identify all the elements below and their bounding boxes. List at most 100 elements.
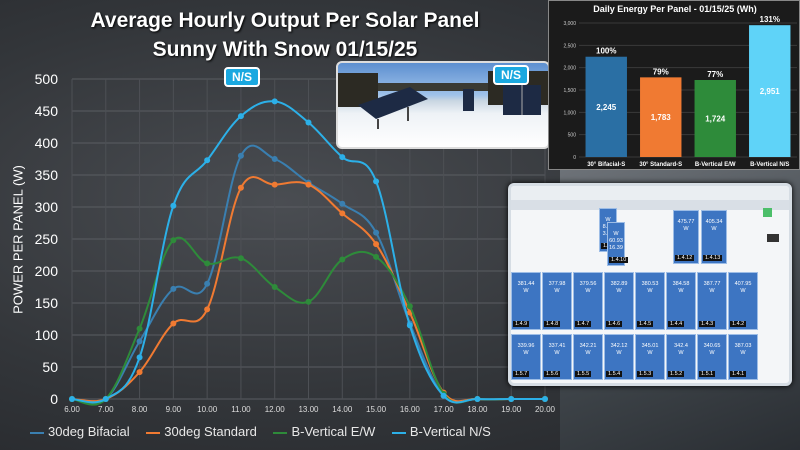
panel-id-label: 1.4.9 [513,321,530,327]
x-tick-label: 10.00 [197,405,218,414]
panel-id-label: 1.4.10 [609,257,629,263]
y-tick-label: 100 [35,327,59,343]
y-tick-label: 150 [35,295,59,311]
ns-annotation: N/S [224,67,261,87]
data-point [305,181,312,188]
data-label: 2,951 [760,87,781,96]
bar [585,56,627,158]
data-point [373,253,380,260]
panel-cell: 379.56 W [573,272,603,330]
x-tick-label: 12.00 [265,405,286,414]
data-point [271,98,278,105]
x-tick-label: 7.00 [98,405,114,414]
panel-cell: W 60.93 16.39 [607,222,625,266]
data-point [237,152,244,159]
panel-id-label: 1.4.5 [637,321,654,327]
installation-photo: N/S [336,61,550,149]
data-label: 1,783 [651,113,672,122]
panel-id-label: 1.5.6 [544,371,561,377]
panel-id-label: 1.4.13 [703,255,723,261]
y-tick-label: 400 [35,135,59,151]
panel-id-label: 1.4.3 [699,321,716,327]
category-label: B-Vertical E/W [695,162,736,168]
data-point [69,396,75,402]
data-point [204,280,211,287]
data-point [373,178,380,185]
y-tick-label: 50 [42,359,58,375]
data-point [237,255,244,262]
x-tick-label: 8.00 [132,405,148,414]
bar [749,25,791,158]
x-tick-label: 13.00 [298,405,319,414]
data-point [170,320,177,327]
data-point [102,396,109,402]
data-point [204,306,211,313]
panel-id-label: 1.4.8 [544,321,561,327]
panel-id-label: 1.5.7 [513,371,530,377]
legend-item: 30deg Standard [146,424,257,439]
data-point [237,113,244,120]
data-label: 2,245 [596,103,617,112]
monitoring-screenshot: W 8.62 3.421.4.11W 60.93 16.391.4.10475.… [508,183,792,386]
x-tick-label: 15.00 [366,405,387,414]
y-tick-label: 500 [35,71,59,87]
bar-chart-title: Daily Energy Per Panel - 01/15/25 (Wh) [593,4,757,14]
data-point [136,338,143,345]
panel-id-label: 1.4.7 [575,321,592,327]
data-point [373,229,380,236]
data-point [406,303,413,310]
panel-cell: 407.95 W [728,272,758,330]
panel-cell: 387.77 W [697,272,727,330]
data-point [170,202,177,209]
data-point [305,119,312,126]
y-tick-label: 350 [35,167,59,183]
panel-id-label: 1.4.1 [730,371,747,377]
panel-id-label: 1.5.4 [606,371,623,377]
data-point [305,298,312,305]
data-point [237,184,244,191]
panel-id-label: 1.4.12 [675,255,695,261]
chart-legend: 30deg Bifacial 30deg Standard B-Vertical… [30,424,504,439]
data-point [204,260,211,267]
legend-item: 30deg Bifacial [30,424,130,439]
y-tick-label: 0 [573,155,576,161]
percent-label: 77% [707,70,723,79]
y-tick-label: 2,000 [563,66,576,72]
panel-cell: 382.89 W [604,272,634,330]
panel-id-label: 1.5.2 [668,371,685,377]
x-tick-label: 11.00 [231,405,251,414]
x-tick-label: 17.00 [434,405,455,414]
x-tick-label: 9.00 [166,405,182,414]
y-tick-label: 300 [35,199,59,215]
data-point [339,200,346,207]
data-point [271,181,278,188]
category-label: 30° Standard-S [639,162,682,168]
y-tick-label: 1,500 [563,88,576,94]
y-tick-label: 250 [35,231,59,247]
bar-chart: 0 500 1,000 1,500 2,000 2,500 3,000 100% 2,245 30… [563,15,797,168]
panel-cell: 381.44 W [511,272,541,330]
data-point [440,392,447,399]
y-tick-label: 3,000 [563,21,576,27]
data-point [204,157,211,164]
panel-id-label: 1.4.4 [668,321,685,327]
photo-ns-tag: N/S [493,65,530,85]
panel-id-label: 1.4.2 [730,321,747,327]
panel-id-label: 1.4.6 [606,321,623,327]
data-point [170,285,177,292]
chart-subtitle: Sunny With Snow 01/15/25 [152,38,418,61]
y-tick-label: 450 [35,103,59,119]
percent-label: 100% [596,47,616,56]
y-tick-label: 2,500 [563,43,576,49]
y-tick-label: 200 [35,263,59,279]
data-point [406,322,413,329]
data-point [508,396,515,402]
y-tick-label: 500 [568,133,577,139]
data-point [339,256,346,263]
x-tick-label: 6.00 [64,405,80,414]
panel-cell: 384.58 W [666,272,696,330]
x-tick-label: 16.00 [400,405,421,414]
data-point [136,369,143,376]
panel-cell: 380.53 W [635,272,665,330]
